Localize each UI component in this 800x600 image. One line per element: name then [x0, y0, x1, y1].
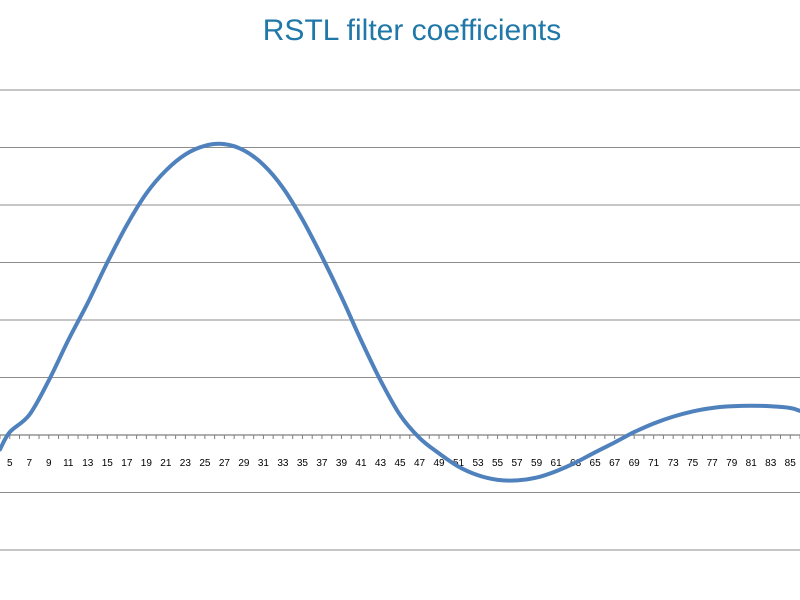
x-tick-labels: 5 7 9 11 13 15 17 19 21 23 25 27 29 31 33 35 37 39 41 43 45 4…: [7, 458, 796, 469]
chart-title: RSTL filter coefficients: [262, 14, 562, 47]
x-tick-label: 23: [180, 458, 192, 469]
x-tick-label: 49: [433, 458, 445, 469]
x-tick-label: 17: [121, 458, 133, 469]
x-tick-label: 11: [63, 458, 74, 469]
x-tick-label: 79: [726, 458, 738, 469]
x-tick-label: 45: [394, 458, 406, 469]
x-tick-label: 67: [609, 458, 621, 469]
x-tick-label: 75: [687, 458, 699, 469]
x-tick-label: 85: [785, 458, 797, 469]
gridlines: [0, 89, 800, 551]
x-tick-label: 29: [238, 458, 250, 469]
x-tick-label: 5: [7, 458, 13, 469]
series-line: [0, 141, 800, 483]
x-tick-label: 21: [160, 458, 172, 469]
x-tick-label: 31: [258, 458, 270, 469]
x-tick-label: 35: [297, 458, 309, 469]
x-tick-label: 39: [336, 458, 348, 469]
x-tick-label: 27: [219, 458, 231, 469]
series-group: [0, 141, 800, 483]
x-tick-label: 43: [375, 458, 387, 469]
x-tick-label: 55: [492, 458, 504, 469]
x-tick-label: 69: [629, 458, 641, 469]
x-tick-label: 83: [765, 458, 777, 469]
x-tick-label: 71: [648, 458, 660, 469]
x-tick-label: 59: [531, 458, 543, 469]
x-tick-label: 61: [551, 458, 563, 469]
x-tick-label: 81: [746, 458, 758, 469]
x-tick-label: 65: [590, 458, 602, 469]
x-tick-label: 41: [355, 458, 367, 469]
x-tick-label: 51: [453, 458, 465, 469]
x-tick-label: 13: [82, 458, 94, 469]
x-axis: [0, 435, 800, 439]
x-tick-label: 53: [472, 458, 484, 469]
x-tick-label: 47: [414, 458, 426, 469]
x-tick-label: 37: [316, 458, 328, 469]
x-tick-label: 19: [141, 458, 153, 469]
x-tick-label: 73: [668, 458, 680, 469]
x-tick-label: 25: [199, 458, 211, 469]
x-tick-label: 57: [512, 458, 524, 469]
x-tick-label: 77: [707, 458, 719, 469]
x-tick-label: 7: [26, 458, 32, 469]
x-tick-label: 15: [102, 458, 114, 469]
x-tick-label: 33: [277, 458, 289, 469]
x-tick-label: 9: [46, 458, 52, 469]
